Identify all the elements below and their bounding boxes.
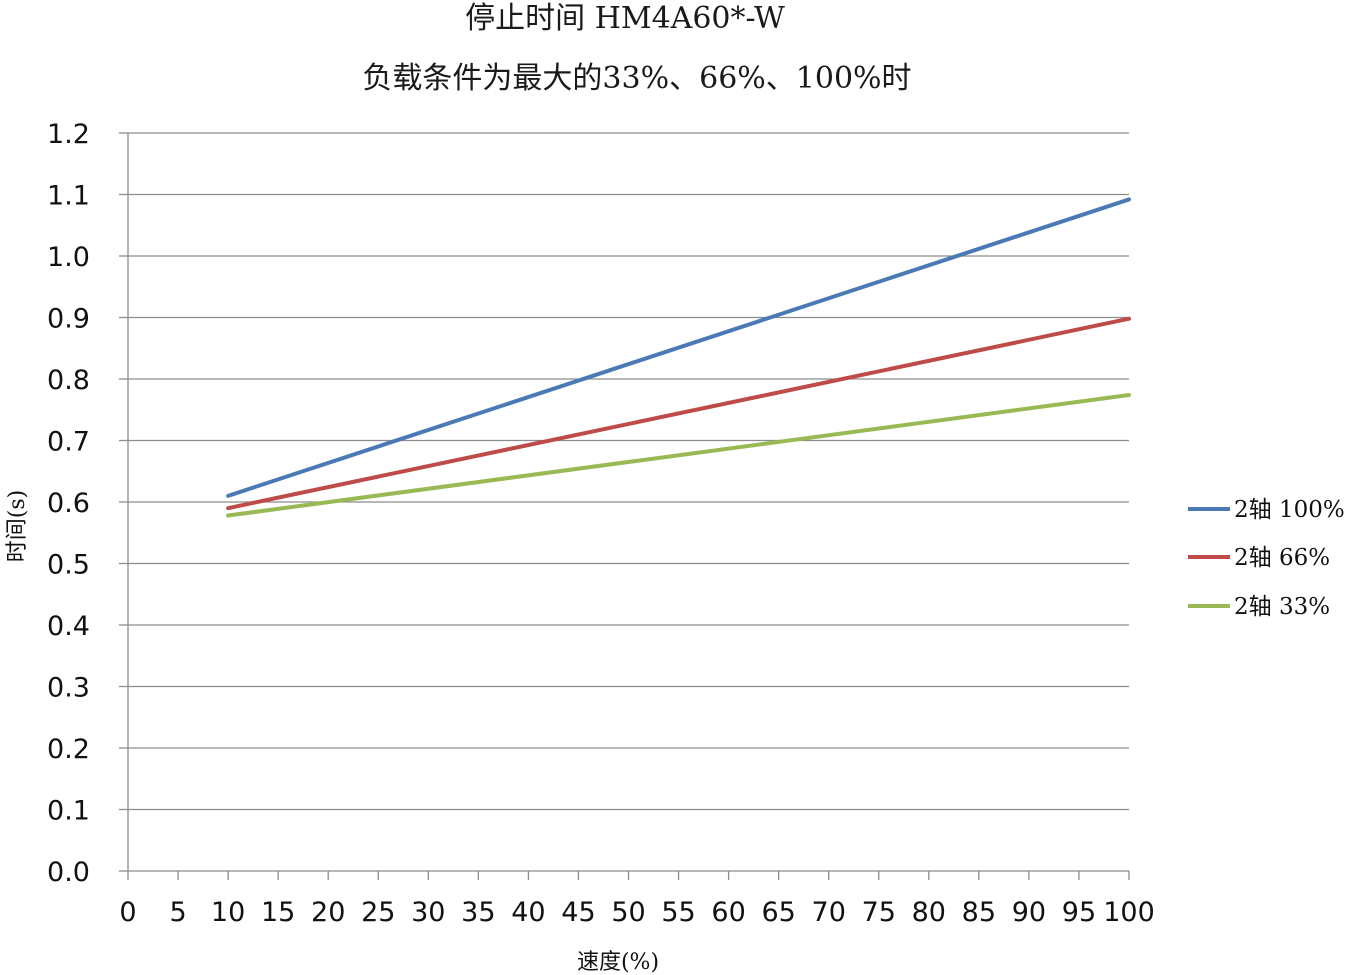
series-line-1: [226, 197, 1131, 498]
x-tick-label: 55: [661, 897, 695, 928]
x-tick-label: 25: [361, 897, 395, 928]
y-tick-label: 0.7: [47, 427, 90, 458]
legend-label-3: 2轴 33%: [1234, 594, 1330, 620]
series-line-2: [226, 316, 1131, 511]
x-tick-label: 20: [311, 897, 345, 928]
x-tick-label: 50: [611, 897, 645, 928]
x-tick-label: 30: [411, 897, 445, 928]
x-tick-label: 95: [1062, 897, 1096, 928]
x-tick-label: 15: [261, 897, 295, 928]
gridlines: [128, 132, 1129, 811]
legend-label-1: 2轴 100%: [1234, 497, 1345, 523]
x-tick-label: 10: [211, 897, 245, 928]
x-tick-label: 75: [862, 897, 896, 928]
x-tick-labels: 0 5 10 15 20 25 30 35 40 45 50 55 60 65 70 75 80 85 90 95 10…: [119, 897, 1154, 928]
y-tick-label: 0.0: [47, 857, 90, 888]
series-line-3: [226, 392, 1131, 518]
y-tick-label: 0.3: [47, 673, 90, 704]
y-tick-label: 0.6: [47, 488, 90, 519]
x-tick-label: 100: [1103, 897, 1155, 928]
axes: [119, 132, 1130, 880]
y-tick-label: 0.9: [47, 304, 90, 335]
y-tick-label: 0.2: [47, 734, 90, 765]
x-tick-label: 35: [461, 897, 495, 928]
x-tick-label: 80: [912, 897, 946, 928]
x-tick-label: 65: [761, 897, 795, 928]
x-tick-label: 60: [711, 897, 745, 928]
y-tick-label: 0.4: [47, 611, 90, 642]
y-tick-label: 0.5: [47, 550, 90, 581]
chart-subtitle: 负载条件为最大的33%、66%、100%时: [362, 61, 911, 96]
y-tick-label: 1.2: [47, 119, 90, 150]
x-tick-label: 70: [812, 897, 846, 928]
x-tick-label: 40: [511, 897, 545, 928]
y-tick-label: 1.1: [47, 181, 90, 212]
x-tick-label: 85: [962, 897, 996, 928]
y-axis-label: 时间(s): [5, 490, 30, 562]
chart-title: 停止时间 HM4A60*-W: [465, 1, 785, 36]
legend-label-2: 2轴 66%: [1234, 545, 1330, 571]
x-tick-label: 0: [119, 897, 136, 928]
x-tick-label: 90: [1012, 897, 1046, 928]
y-tick-label: 0.8: [47, 365, 90, 396]
y-tick-label: 1.0: [47, 242, 90, 273]
series-lines: [226, 197, 1131, 518]
y-tick-labels: 0.0 0.1 0.2 0.3 0.4 0.5 0.6 0.7 0.8 0.9 1.0 1.1 1.2: [47, 119, 90, 888]
x-tick-label: 5: [169, 897, 186, 928]
y-tick-label: 0.1: [47, 796, 90, 827]
x-tick-label: 45: [561, 897, 595, 928]
legend: 2轴 100% 2轴 66% 2轴 33%: [1188, 497, 1345, 620]
x-axis-label: 速度(%): [577, 950, 659, 975]
